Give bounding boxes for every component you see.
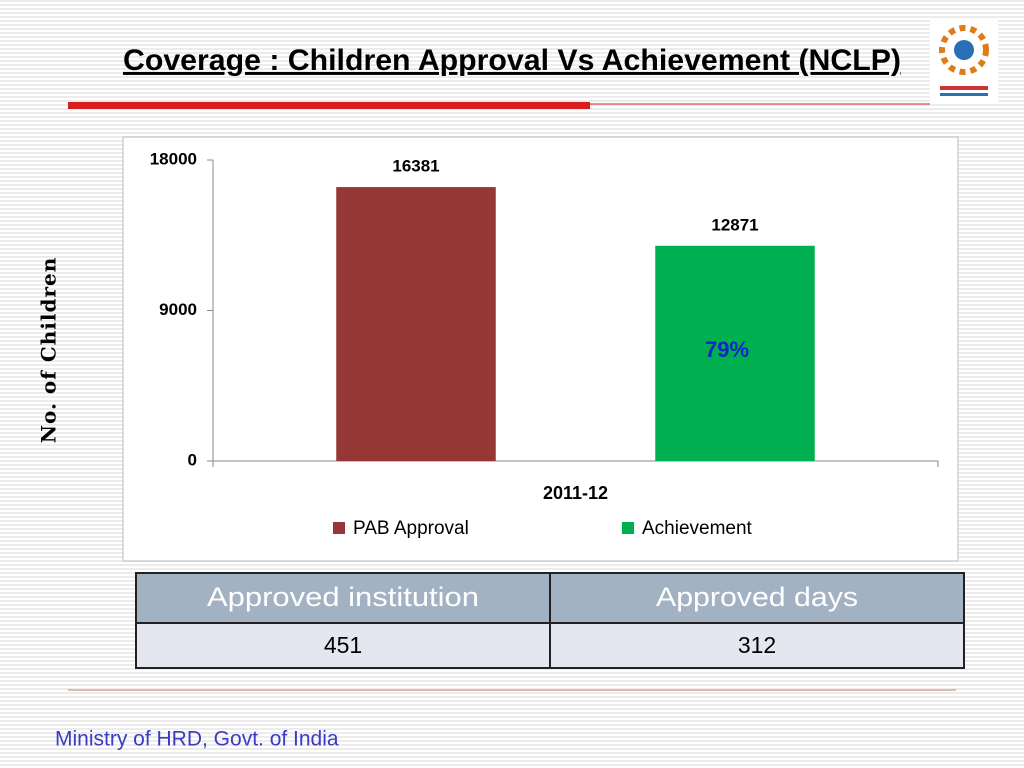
bar	[655, 245, 815, 461]
y-axis-label: No. of Children	[37, 257, 61, 444]
y-tick-label: 18000	[150, 149, 197, 168]
legend-label: PAB Approval	[353, 518, 469, 539]
logo	[930, 18, 998, 102]
data-label: 16381	[392, 157, 439, 176]
legend-swatch	[622, 522, 634, 534]
table-header: Approved days	[656, 582, 858, 612]
chart-frame	[122, 136, 959, 562]
data-label: 12871	[711, 215, 758, 234]
bar	[336, 187, 496, 461]
legend-swatch	[333, 522, 345, 534]
table-cell: 312	[738, 632, 776, 658]
title-rule	[68, 102, 590, 109]
table-header: Approved institution	[207, 582, 479, 612]
slide-title: Coverage : Children Approval Vs Achievem…	[123, 44, 901, 77]
legend-label: Achievement	[642, 518, 753, 539]
annotation: 79%	[705, 337, 749, 362]
x-tick-label: 2011-12	[543, 483, 608, 503]
table-cell: 451	[324, 632, 362, 658]
y-tick-label: 9000	[159, 300, 197, 319]
plot: 0 9000 18000 2011-12 16381 12871 79% PAB Approv…	[150, 149, 939, 539]
y-tick-label: 0	[188, 450, 197, 469]
data-table: Approved institution Approved days 451 3…	[135, 572, 965, 669]
footer-text: Ministry of HRD, Govt. of India	[55, 728, 339, 751]
